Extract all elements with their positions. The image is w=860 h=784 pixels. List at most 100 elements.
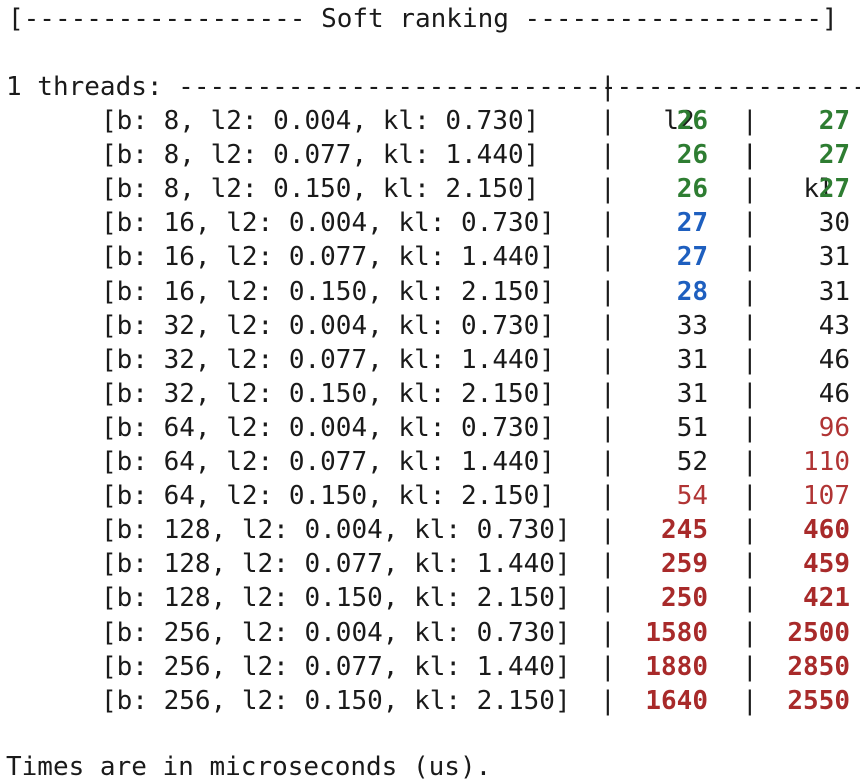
- row-params: [b: 256, l2: 0.004, kl: 0.730]: [101, 617, 571, 648]
- row-params: [b: 16, l2: 0.077, kl: 1.440]: [101, 242, 555, 273]
- row-l2-value: 33: [676, 310, 708, 341]
- row-separator-2: |: [742, 174, 758, 205]
- table-row: [b: 64, l2: 0.077, kl: 1.440] | 52 | 110: [0, 445, 860, 479]
- row-params: [b: 8, l2: 0.150, kl: 2.150]: [101, 174, 540, 205]
- row-l2-value: 26: [676, 174, 708, 205]
- table-row: [b: 8, l2: 0.004, kl: 0.730] | 26 | 27: [0, 104, 860, 138]
- row-l2-value: 26: [676, 140, 708, 171]
- table-row: [b: 128, l2: 0.004, kl: 0.730] | 245 | 460: [0, 513, 860, 547]
- row-params: [b: 64, l2: 0.004, kl: 0.730]: [101, 412, 555, 443]
- row-kl-value: 31: [818, 242, 850, 273]
- row-kl-value: 96: [818, 412, 850, 443]
- table-row: [b: 128, l2: 0.077, kl: 1.440] | 259 | 459: [0, 547, 860, 581]
- row-kl-value: 46: [818, 344, 850, 375]
- row-separator-1: |: [600, 481, 616, 512]
- table-row: [b: 8, l2: 0.077, kl: 1.440] | 26 | 27: [0, 138, 860, 172]
- row-params: [b: 256, l2: 0.077, kl: 1.440]: [101, 651, 571, 682]
- row-params: [b: 16, l2: 0.150, kl: 2.150]: [101, 276, 555, 307]
- row-l2-value: 259: [661, 549, 708, 580]
- table-row: [b: 16, l2: 0.004, kl: 0.730] | 27 | 30: [0, 206, 860, 240]
- row-separator-2: |: [742, 208, 758, 239]
- row-kl-value: 459: [803, 549, 850, 580]
- row-kl-value: 110: [803, 447, 850, 477]
- row-separator-1: |: [600, 515, 616, 546]
- row-separator-1: |: [600, 140, 616, 171]
- table-row: [b: 256, l2: 0.077, kl: 1.440] | 1880 | 2850: [0, 650, 860, 684]
- row-l2-value: 31: [676, 378, 708, 409]
- row-kl-value: 30: [818, 208, 850, 239]
- header-kl: kl: [803, 174, 835, 204]
- table-row: [b: 64, l2: 0.150, kl: 2.150] | 54 | 107: [0, 479, 860, 513]
- row-kl-value: 2850: [787, 651, 850, 682]
- title-line: [------------------ Soft ranking -------…: [8, 4, 838, 34]
- table-row: [b: 8, l2: 0.150, kl: 2.150] | 26 | 27: [0, 172, 860, 206]
- row-separator-2: |: [742, 583, 758, 614]
- row-l2-value: 250: [661, 583, 708, 614]
- row-kl-value: 2500: [787, 617, 850, 648]
- row-kl-value: 46: [818, 378, 850, 409]
- row-kl-value: 27: [818, 140, 850, 171]
- row-params: [b: 32, l2: 0.150, kl: 2.150]: [101, 378, 555, 409]
- row-kl-value: 460: [803, 515, 850, 546]
- row-kl-value: 421: [803, 583, 850, 614]
- footer-note: Times are in microseconds (us).: [6, 752, 492, 782]
- column-header: | l2 | kl: [0, 36, 860, 204]
- row-kl-value: 31: [818, 276, 850, 307]
- row-separator-1: |: [600, 378, 616, 409]
- table-row: [b: 32, l2: 0.004, kl: 0.730] | 33 | 43: [0, 309, 860, 343]
- row-separator-1: |: [600, 344, 616, 375]
- row-separator-2: |: [742, 106, 758, 136]
- row-separator-1: |: [600, 651, 616, 682]
- row-l2-value: 1640: [645, 685, 708, 716]
- row-separator-1: |: [600, 174, 616, 205]
- table-row: [b: 16, l2: 0.077, kl: 1.440] | 27 | 31: [0, 240, 860, 274]
- table-row: [b: 32, l2: 0.077, kl: 1.440] | 31 | 46: [0, 343, 860, 377]
- row-params: [b: 32, l2: 0.077, kl: 1.440]: [101, 344, 555, 375]
- row-separator-2: |: [742, 310, 758, 341]
- row-separator-2: |: [742, 685, 758, 716]
- row-separator-2: |: [742, 549, 758, 580]
- row-l2-value: 31: [676, 344, 708, 375]
- row-params: [b: 8, l2: 0.004, kl: 0.730]: [101, 106, 540, 136]
- table-row: [b: 16, l2: 0.150, kl: 2.150] | 28 | 31: [0, 275, 860, 309]
- row-separator-1: |: [600, 617, 616, 648]
- row-separator-2: |: [742, 412, 758, 443]
- row-params: [b: 128, l2: 0.077, kl: 1.440]: [101, 549, 571, 580]
- table-row: [b: 64, l2: 0.004, kl: 0.730] | 51 | 96: [0, 411, 860, 445]
- row-separator-1: |: [600, 685, 616, 716]
- row-separator-1: |: [600, 447, 616, 477]
- row-separator-1: |: [600, 583, 616, 614]
- row-params: [b: 128, l2: 0.150, kl: 2.150]: [101, 583, 571, 614]
- row-kl-value: 43: [818, 310, 850, 341]
- table-row: [b: 256, l2: 0.004, kl: 0.730] | 1580 | 2500: [0, 616, 860, 650]
- row-separator-2: |: [742, 276, 758, 307]
- header-l2: l2: [663, 106, 695, 136]
- row-params: [b: 64, l2: 0.150, kl: 2.150]: [101, 481, 555, 512]
- row-l2-value: 54: [676, 481, 708, 512]
- row-params: [b: 256, l2: 0.150, kl: 2.150]: [101, 685, 571, 716]
- row-l2-value: 28: [676, 276, 708, 307]
- row-l2-value: 52: [676, 447, 708, 477]
- row-separator-1: |: [600, 242, 616, 273]
- row-separator-2: |: [742, 617, 758, 648]
- header-separator-1: |: [600, 72, 616, 102]
- header-separator-2: |: [742, 140, 758, 170]
- row-l2-value: 245: [661, 515, 708, 546]
- row-separator-2: |: [742, 447, 758, 477]
- row-params: [b: 128, l2: 0.004, kl: 0.730]: [101, 515, 571, 546]
- row-kl-value: 27: [818, 174, 850, 205]
- row-params: [b: 64, l2: 0.077, kl: 1.440]: [101, 447, 555, 477]
- row-separator-2: |: [742, 481, 758, 512]
- row-separator-1: |: [600, 208, 616, 239]
- row-separator-1: |: [600, 310, 616, 341]
- row-separator-1: |: [600, 276, 616, 307]
- row-l2-value: 26: [676, 106, 708, 136]
- row-l2-value: 51: [676, 412, 708, 443]
- threads-line: 1 threads: -----------------------------…: [6, 72, 860, 102]
- table-row: [b: 32, l2: 0.150, kl: 2.150] | 31 | 46: [0, 377, 860, 411]
- row-separator-2: |: [742, 140, 758, 171]
- row-separator-2: |: [742, 651, 758, 682]
- row-separator-1: |: [600, 412, 616, 443]
- table-row: [b: 128, l2: 0.150, kl: 2.150] | 250 | 421: [0, 581, 860, 615]
